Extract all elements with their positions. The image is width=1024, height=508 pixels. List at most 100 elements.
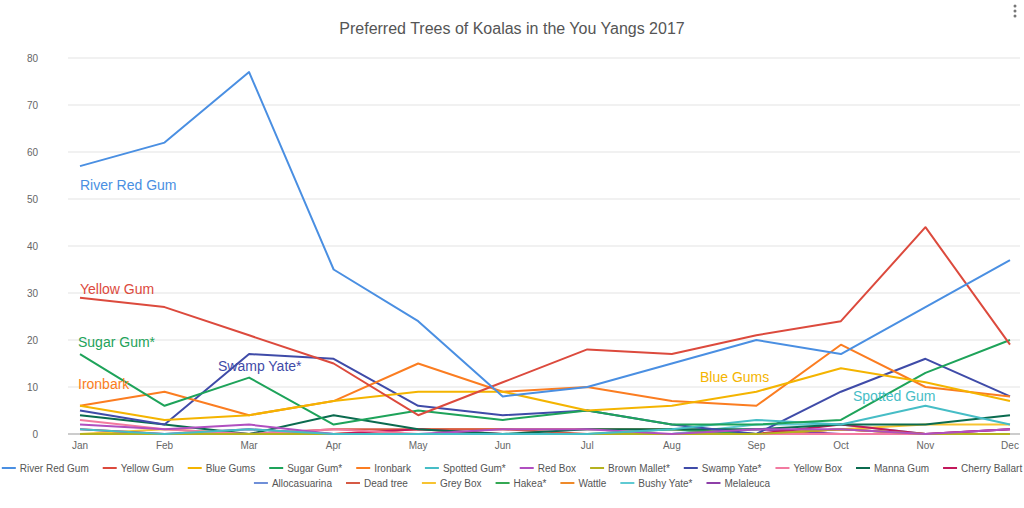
- legend-swatch: [269, 467, 283, 469]
- y-tick-label: 60: [27, 147, 39, 158]
- legend-item: Blue Gums: [188, 463, 255, 474]
- grid-line: [68, 293, 1020, 294]
- y-tick-label: 10: [27, 382, 39, 393]
- legend-label: Wattle: [578, 478, 606, 489]
- legend-item: Dead tree: [346, 478, 408, 489]
- x-tick-label: Mar: [240, 440, 258, 451]
- menu-dot: [1014, 15, 1017, 18]
- y-tick-label: 20: [27, 335, 39, 346]
- annotation: River Red Gum: [80, 177, 176, 193]
- annotation: Ironbark: [78, 376, 130, 392]
- annotation: Swamp Yate*: [218, 358, 302, 374]
- grid-line: [68, 246, 1020, 247]
- x-tick-label: Aug: [663, 440, 681, 451]
- legend-swatch: [356, 467, 370, 469]
- y-tick-label: 50: [27, 194, 39, 205]
- legend-item: Sugar Gum*: [269, 463, 342, 474]
- legend-item: Yellow Box: [775, 463, 842, 474]
- series-line: [80, 368, 1010, 420]
- legend-swatch: [620, 482, 634, 484]
- legend-item: Hakea*: [496, 478, 547, 489]
- legend-label: Grey Box: [440, 478, 482, 489]
- legend-label: Brown Mallet*: [608, 463, 670, 474]
- grid-line: [68, 58, 1020, 59]
- x-tick-label: Jul: [581, 440, 594, 451]
- y-tick-label: 30: [27, 288, 39, 299]
- menu-dot: [1014, 5, 1017, 8]
- x-tick-label: Apr: [326, 440, 342, 451]
- legend-label: Manna Gum: [874, 463, 929, 474]
- legend-item: Red Box: [520, 463, 576, 474]
- legend-label: Yellow Gum: [121, 463, 174, 474]
- series-line: [80, 72, 1010, 396]
- legend-item: Ironbark: [356, 463, 412, 474]
- legend-swatch: [684, 467, 698, 469]
- legend-swatch: [560, 482, 574, 484]
- legend-label: Red Box: [538, 463, 576, 474]
- grid-line: [68, 199, 1020, 200]
- x-tick-label: Feb: [156, 440, 174, 451]
- legend-label: Sugar Gum*: [287, 463, 342, 474]
- legend-label: Dead tree: [364, 478, 408, 489]
- series-line: [80, 340, 1010, 425]
- legend-swatch: [590, 467, 604, 469]
- legend-item: Cherry Ballart: [943, 463, 1022, 474]
- legend-item: River Red Gum: [2, 463, 89, 474]
- chart: Preferred Trees of Koalas in the You Yan…: [0, 0, 1024, 508]
- annotation: Sugar Gum*: [78, 334, 156, 350]
- legend-item: Manna Gum: [856, 463, 929, 474]
- x-tick-label: Sep: [747, 440, 765, 451]
- series-line: [80, 227, 1010, 415]
- x-tick-label: Dec: [1001, 440, 1019, 451]
- grid-line: [68, 152, 1020, 153]
- legend-label: Spotted Gum*: [443, 463, 506, 474]
- series-line: [80, 425, 1010, 434]
- grid-line: [68, 340, 1020, 341]
- legend-label: Bushy Yate*: [638, 478, 692, 489]
- legend-item: Grey Box: [422, 478, 482, 489]
- y-tick-label: 80: [27, 53, 39, 64]
- legend-item: Brown Mallet*: [590, 463, 670, 474]
- legend-swatch: [188, 467, 202, 469]
- legend-label: Cherry Ballart: [961, 463, 1022, 474]
- series-line: [80, 406, 1010, 434]
- legend-item: Wattle: [560, 478, 606, 489]
- y-tick-label: 0: [32, 429, 38, 440]
- legend-swatch: [103, 467, 117, 469]
- legend-label: Hakea*: [514, 478, 547, 489]
- legend-swatch: [254, 482, 268, 484]
- x-tick-label: Nov: [917, 440, 935, 451]
- series-line: [80, 345, 1010, 416]
- legend-swatch: [775, 467, 789, 469]
- legend-swatch: [425, 467, 439, 469]
- legend-swatch: [346, 482, 360, 484]
- legend-swatch: [422, 482, 436, 484]
- x-tick-label: Oct: [833, 440, 849, 451]
- grid: [68, 58, 1020, 434]
- legend-item: Yellow Gum: [103, 463, 174, 474]
- x-tick-label: Jun: [495, 440, 511, 451]
- legend-label: Yellow Box: [793, 463, 842, 474]
- legend-label: River Red Gum: [20, 463, 89, 474]
- y-tick-label: 40: [27, 241, 39, 252]
- series-lines: [80, 72, 1010, 434]
- legend-swatch: [520, 467, 534, 469]
- background: [0, 0, 1024, 508]
- legend: River Red Gum Yellow Gum Blue Gums Sugar Gu…: [2, 463, 1023, 489]
- annotation: Blue Gums: [700, 369, 769, 385]
- x-tick-label: May: [409, 440, 428, 451]
- legend-swatch: [2, 467, 16, 469]
- annotation: Yellow Gum: [80, 281, 154, 297]
- legend-item: Swamp Yate*: [684, 463, 762, 474]
- legend-swatch: [856, 467, 870, 469]
- x-tick-label: Jan: [72, 440, 88, 451]
- title: Preferred Trees of Koalas in the You Yan…: [339, 20, 685, 37]
- legend-label: Ironbark: [374, 463, 412, 474]
- legend-label: Melaleuca: [724, 478, 770, 489]
- legend-swatch: [943, 467, 957, 469]
- legend-label: Blue Gums: [206, 463, 255, 474]
- y-tick-label: 70: [27, 100, 39, 111]
- legend-swatch: [496, 482, 510, 484]
- legend-item: Spotted Gum*: [425, 463, 506, 474]
- legend-label: Swamp Yate*: [702, 463, 762, 474]
